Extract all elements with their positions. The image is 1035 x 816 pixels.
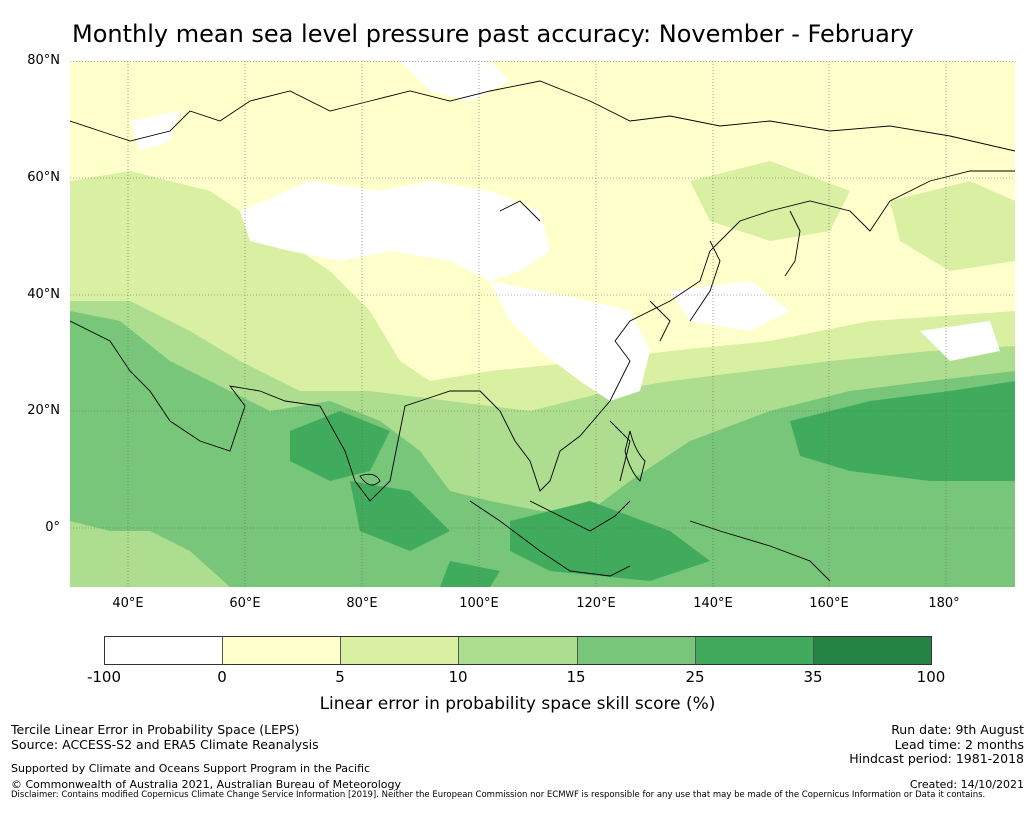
lon-label-60e: 60°E [229, 596, 261, 611]
lon-label-160e: 160°E [809, 596, 849, 611]
lat-label-0: 0° [45, 520, 60, 535]
footer-lead-time: Lead time: 2 months [894, 737, 1024, 752]
footer-support: Supported by Climate and Oceans Support … [11, 762, 371, 775]
map-title: Monthly mean sea level pressure past acc… [72, 20, 914, 48]
skill-map-canvas [70, 61, 1015, 587]
lon-label-180: 180° [928, 596, 960, 611]
lon-label-80e: 80°E [346, 596, 378, 611]
footer-hindcast: Hindcast period: 1981-2018 [849, 751, 1024, 766]
skill-map [70, 61, 1015, 587]
footer-created: Created: 14/10/2021 [909, 778, 1024, 791]
lat-label-20n: 20°N [27, 403, 60, 418]
colorbar-tick: 10 [448, 668, 468, 686]
lon-label-40e: 40°E [112, 596, 144, 611]
colorbar-bin-3 [341, 637, 460, 664]
colorbar [104, 636, 932, 665]
lat-label-60n: 60°N [27, 170, 60, 185]
colorbar-tick: 100 [916, 668, 946, 686]
lon-label-140e: 140°E [693, 596, 733, 611]
colorbar-bin-7 [813, 637, 931, 664]
footer-disclaimer: Disclaimer: Contains modified Copernicus… [11, 790, 986, 800]
skill-regions-negative [130, 61, 1000, 401]
footer-source: Source: ACCESS-S2 and ERA5 Climate Reana… [11, 737, 319, 752]
colorbar-label: Linear error in probability space skill … [319, 694, 716, 714]
footer-leps: Tercile Linear Error in Probability Spac… [11, 722, 300, 737]
colorbar-tick: -100 [86, 668, 122, 686]
skill-regions-15-25 [70, 311, 1015, 587]
lon-label-120e: 120°E [576, 596, 616, 611]
lon-label-100e: 100°E [459, 596, 499, 611]
colorbar-tick: 35 [803, 668, 823, 686]
colorbar-bin-1 [105, 637, 224, 664]
graticule [70, 61, 1015, 587]
colorbar-tick: 15 [566, 668, 586, 686]
colorbar-bin-2 [223, 637, 342, 664]
skill-regions-25-35 [290, 381, 1015, 587]
colorbar-tick: 0 [217, 668, 227, 686]
lat-label-80n: 80°N [27, 53, 60, 68]
footer-copyright: © Commonwealth of Australia 2021, Austra… [11, 778, 401, 791]
colorbar-bin-5 [577, 637, 696, 664]
colorbar-bin-4 [459, 637, 578, 664]
colorbar-tick: 5 [335, 668, 345, 686]
footer-run-date: Run date: 9th August [891, 722, 1024, 737]
colorbar-tick: 25 [685, 668, 705, 686]
lat-label-40n: 40°N [27, 287, 60, 302]
colorbar-bin-6 [695, 637, 814, 664]
